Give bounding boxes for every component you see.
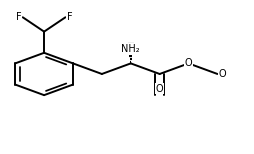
Text: O: O [185,58,192,68]
Text: F: F [67,12,72,22]
Text: O: O [219,69,226,79]
Text: O: O [185,58,192,68]
Text: F: F [16,12,22,22]
Text: O: O [156,84,164,94]
Text: NH₂: NH₂ [121,44,140,54]
